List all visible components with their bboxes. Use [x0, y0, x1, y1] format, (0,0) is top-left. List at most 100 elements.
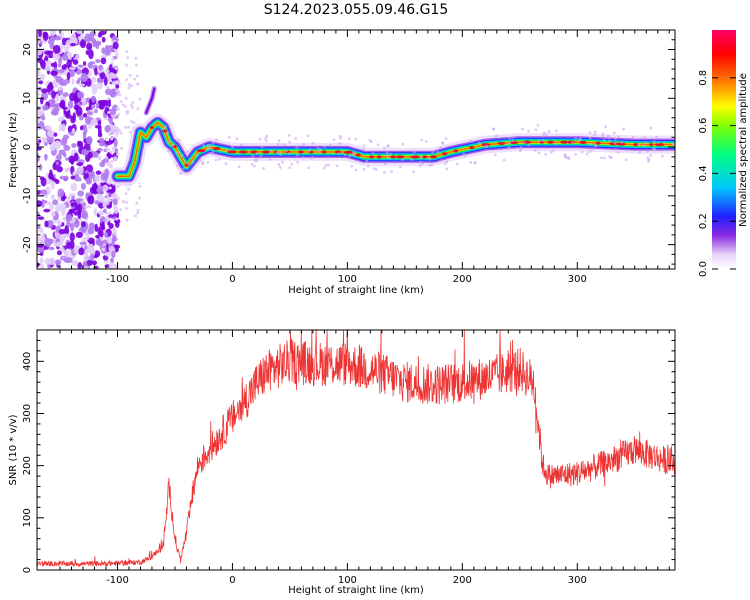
ridge-halo: [571, 141, 574, 144]
noise-blob: [105, 88, 112, 96]
noise-blob: [57, 188, 65, 198]
ridge-halo: [366, 164, 370, 168]
noise-blob: [52, 178, 58, 182]
ridge-peak: [430, 155, 437, 159]
ridge-halo: [631, 135, 635, 139]
noise-blob: [37, 262, 40, 268]
ridge-halo: [544, 152, 547, 156]
snr-xtick-label: 0: [229, 575, 235, 586]
noise-blob: [110, 137, 114, 141]
noise-blob: [68, 155, 76, 164]
ridge-halo: [370, 140, 373, 144]
ridge-halo: [306, 134, 310, 138]
noise-blob: [56, 166, 63, 173]
ridge-peak: [633, 143, 639, 147]
noise-blob: [128, 83, 132, 87]
noise-blob: [80, 182, 86, 190]
ridge-halo: [485, 144, 489, 148]
noise-blob: [41, 115, 46, 121]
noise-blob: [50, 194, 55, 200]
ridge-halo: [502, 158, 506, 162]
noise-blob: [138, 184, 142, 188]
noise-blob: [105, 212, 109, 216]
noise-blob: [70, 182, 78, 192]
ridge-halo: [383, 146, 386, 150]
ridge-halo: [418, 164, 422, 168]
colorbar-tick-label: 0.6: [698, 118, 709, 134]
noise-blob: [84, 33, 91, 43]
noise-blob: [65, 157, 69, 161]
spectrogram-ytick-label: 10: [22, 92, 33, 105]
noise-blob: [87, 243, 95, 252]
noise-blob: [62, 92, 69, 97]
noise-blob: [94, 108, 98, 114]
noise-blob: [93, 208, 98, 216]
noise-blob: [56, 153, 62, 161]
noise-blob: [125, 200, 129, 204]
colorbar: 0.0 0.2 0.4 0.6 0.8 Normalized spectral ampl…: [698, 30, 749, 277]
ridge-halo: [554, 129, 558, 133]
ridge-halo: [239, 143, 243, 147]
ridge-halo: [386, 144, 390, 148]
ridge-halo: [211, 141, 215, 145]
ridge-halo: [279, 153, 282, 156]
spectrogram-xlabel: Height of straight line (km): [288, 285, 424, 296]
snr-ylabel: SNR (10 * v/v): [8, 414, 19, 485]
ridge-halo: [578, 139, 581, 142]
ridge-halo: [588, 136, 592, 140]
noise-blob: [134, 63, 138, 67]
noise-blob: [104, 251, 112, 257]
noise-blob: [71, 259, 79, 266]
noise-blob: [37, 91, 40, 97]
ridge-halo: [624, 158, 628, 162]
noise-blob: [44, 258, 52, 265]
noise-blob: [70, 175, 76, 180]
ridge-halo: [527, 143, 531, 147]
noise-blob: [37, 139, 42, 144]
ridge-halo: [541, 139, 545, 143]
noise-blob: [91, 85, 98, 95]
noise-blob: [62, 233, 70, 238]
ridge-halo: [206, 160, 210, 164]
noise-blob: [37, 109, 44, 116]
noise-blob: [53, 35, 62, 41]
ridge-halo: [383, 162, 387, 166]
ridge-peak: [595, 141, 601, 145]
noise-blob: [46, 179, 53, 185]
noise-blob: [106, 196, 110, 200]
ridge-halo: [164, 125, 168, 129]
noise-blob: [106, 97, 110, 101]
noise-blob: [86, 259, 93, 266]
ridge-halo: [288, 140, 291, 144]
ridge-halo: [574, 153, 578, 156]
colorbar-gradient: [712, 30, 736, 269]
noise-blob: [80, 39, 87, 49]
noise-blob: [102, 208, 107, 214]
noise-blob: [37, 115, 41, 124]
snr-frame: [36, 329, 676, 571]
noise-blob: [98, 79, 105, 83]
noise-blob: [136, 211, 140, 215]
noise-blob: [75, 30, 84, 35]
noise-blob: [114, 66, 118, 70]
ridge-halo: [554, 142, 558, 146]
noise-blob: [82, 236, 88, 243]
ridge-halo: [521, 127, 524, 131]
noise-blob: [106, 73, 110, 77]
noise-blob: [37, 225, 41, 230]
noise-blob: [77, 177, 82, 182]
ridge-peak: [469, 146, 475, 150]
ridge-halo: [444, 137, 448, 141]
noise-blob: [86, 42, 93, 51]
colorbar-tick-label: 0.4: [698, 165, 709, 181]
noise-blob: [101, 36, 106, 43]
ridge-halo: [255, 152, 259, 156]
noise-blob: [134, 214, 138, 218]
ridge-peak: [649, 143, 654, 147]
ridge-halo: [411, 153, 414, 157]
ridge-halo: [162, 127, 166, 131]
noise-blob: [112, 126, 120, 135]
noise-blob: [39, 73, 46, 81]
ridge-halo: [652, 140, 656, 143]
noise-blob: [109, 150, 113, 154]
